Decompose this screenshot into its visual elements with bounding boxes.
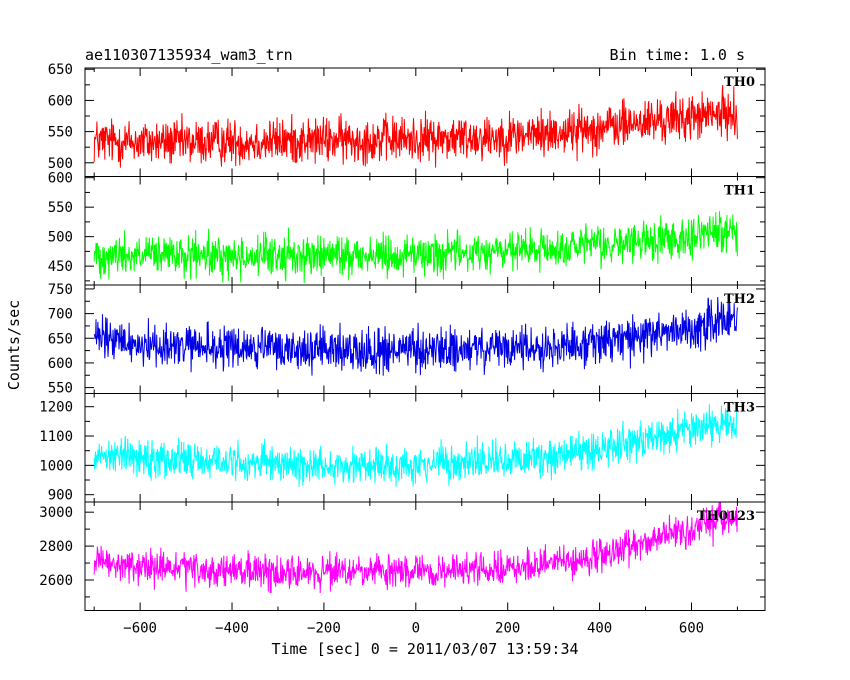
- series-line-th0: [93, 84, 738, 168]
- y-tick-label: 2600: [39, 573, 73, 589]
- series-line-th0123: [93, 502, 738, 594]
- panel-frame: [84, 393, 766, 503]
- y-tick-label: 1100: [39, 429, 73, 445]
- y-tick-label: 650: [48, 62, 73, 78]
- panel-th0123: 2600 2800 3000 TH0123: [39, 501, 766, 611]
- panel-label: TH0: [724, 75, 755, 90]
- x-tick-label: 0: [412, 621, 420, 637]
- y-tick-label: 550: [48, 125, 73, 141]
- y-tick-label: 500: [48, 230, 73, 246]
- panel-frame: [84, 501, 766, 611]
- y-axis-label: Counts/sec: [5, 300, 23, 390]
- panel-label: TH0123: [697, 509, 755, 524]
- x-axis: −600 −400 −200 0 200 400 600: [123, 621, 704, 637]
- series-line-th3: [93, 402, 738, 488]
- y-tick-label: 500: [48, 156, 73, 172]
- x-tick-label: 200: [495, 621, 520, 637]
- panels-group: 500 550 600 650 TH0 450 500 550 600 TH1 550 600 650 7…: [39, 62, 766, 611]
- panel-th2: 550 600 650 700 750 TH2: [48, 282, 766, 397]
- panel-th3: 900 1000 1100 1200 TH3: [39, 393, 766, 504]
- x-tick-label: −200: [307, 621, 341, 637]
- y-tick-label: 3000: [39, 505, 73, 521]
- y-tick-label: 600: [48, 356, 73, 372]
- series-line-th2: [93, 295, 738, 376]
- x-tick-label: 600: [679, 621, 704, 637]
- y-tick-label: 700: [48, 307, 73, 323]
- panel-label: TH1: [724, 184, 755, 199]
- y-tick-label: 900: [48, 488, 73, 504]
- bin-time-label: Bin time: 1.0 s: [610, 46, 745, 64]
- y-tick-label: 550: [48, 381, 73, 397]
- y-tick-label: 450: [48, 259, 73, 275]
- series-line-th1: [93, 211, 738, 284]
- y-tick-label: 2800: [39, 539, 73, 555]
- chart-title: ae110307135934_wam3_trn: [85, 46, 293, 64]
- x-axis-label: Time [sec] 0 = 2011/03/07 13:59:34: [271, 640, 578, 658]
- y-tick-label: 550: [48, 200, 73, 216]
- y-tick-label: 750: [48, 282, 73, 298]
- panel-th1: 450 500 550 600 TH1: [48, 171, 766, 286]
- y-tick-label: 1200: [39, 400, 73, 416]
- panel-th0: 500 550 600 650 TH0: [48, 62, 766, 177]
- y-tick-label: 600: [48, 93, 73, 109]
- panel-label: TH2: [724, 292, 755, 307]
- x-tick-label: 400: [587, 621, 612, 637]
- y-tick-label: 1000: [39, 458, 73, 474]
- y-tick-label: 600: [48, 171, 73, 187]
- panel-label: TH3: [724, 401, 755, 416]
- x-tick-label: −600: [123, 621, 157, 637]
- x-tick-label: −400: [215, 621, 249, 637]
- y-tick-label: 650: [48, 331, 73, 347]
